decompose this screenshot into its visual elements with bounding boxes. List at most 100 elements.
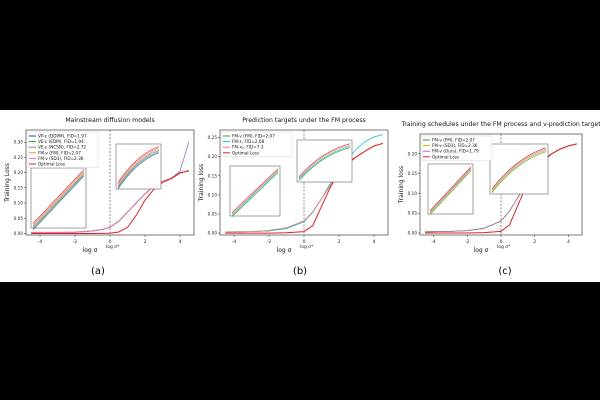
- legend-entry: VE-ε (NCSN), FID=2.72: [38, 145, 86, 150]
- x-tick-label: 2: [338, 239, 341, 245]
- zoom-inset-0: [229, 165, 281, 217]
- inset-curve-2: [429, 167, 472, 213]
- x-tick-label: 2: [533, 239, 536, 245]
- inset-curve-3: [231, 168, 279, 213]
- inset-curve-0: [298, 147, 351, 181]
- y-tick-label: 0.10: [14, 201, 24, 206]
- y-tick-label: 0.20: [14, 170, 24, 175]
- figure-canvas: Mainstream diffusion models -4 -2 0 2 4 0.00 0.…: [0, 110, 600, 282]
- x-tick-label: -4: [431, 239, 436, 245]
- inset-curve-3: [491, 147, 547, 189]
- zoom-inset-0: [30, 167, 87, 231]
- zoom-inset-1: [296, 139, 353, 183]
- inset-frame: [489, 143, 549, 195]
- inset-curve-5: [32, 169, 85, 224]
- legend-entry: Optimal Loss: [432, 154, 459, 159]
- y-tick-label: 0.05: [408, 211, 418, 216]
- chart-panel-1: Prediction targets under the FM process -…: [198, 117, 389, 277]
- y-axis-label: Training loss: [198, 164, 205, 202]
- y-tick-label: 0.15: [408, 171, 418, 176]
- legend-entry: FM-v (FM), FID=2.07: [38, 150, 81, 155]
- zoom-inset-1: [489, 143, 549, 195]
- legend-entry: VE-ε (EDM), FID=1.94: [38, 139, 84, 144]
- legend-entry: FM-v (SD3), FID=2.36: [432, 143, 478, 148]
- chart-title: Prediction targets under the FM process: [242, 117, 366, 124]
- inset-curve-1: [298, 146, 351, 180]
- zoom-inset-1: [115, 143, 162, 190]
- inset-curve-2: [298, 144, 351, 179]
- legend-entry: Optimal Loss: [232, 150, 259, 155]
- x-tick-label: 4: [567, 239, 570, 245]
- inset-curve-0: [429, 170, 472, 215]
- y-tick-label: 0.05: [14, 216, 24, 221]
- legend-box: [221, 131, 293, 157]
- x-tick-label: -2: [267, 239, 272, 245]
- y-axis-label: Training Loss: [4, 163, 11, 203]
- legend-entry: FM-x₀, FID=7.3: [232, 145, 264, 150]
- x-tick-label: -2: [465, 239, 470, 245]
- inset-curve-1: [32, 174, 85, 229]
- y-tick-label: 0.20: [208, 154, 218, 159]
- chart-panel-0: Mainstream diffusion models -4 -2 0 2 4 0.00 0.…: [4, 117, 195, 277]
- y-tick-label: 0.15: [208, 173, 218, 178]
- inset-curve-4: [117, 147, 160, 184]
- y-tick-label: 0.05: [208, 212, 218, 217]
- inset-curve-3: [32, 171, 85, 227]
- legend-entry: FM-ε, FID=2.08: [232, 139, 264, 144]
- inset-curve-1: [491, 150, 547, 192]
- inset-curve-2: [231, 169, 279, 215]
- series-line-3: [225, 142, 383, 234]
- marker-label: log σ*: [106, 244, 120, 250]
- legend-entry: FM-v (FM), FID=2.07: [232, 134, 275, 139]
- inset-curve-2: [491, 148, 547, 191]
- x-axis-label: log σ: [83, 247, 98, 254]
- legend-entry: FM-v (Ours), FID=1.79: [432, 149, 479, 154]
- marker-label: log σ*: [497, 244, 511, 250]
- inset-curve-1: [231, 171, 279, 216]
- y-tick-label: 0.30: [14, 140, 24, 145]
- inset-curve-4: [32, 170, 85, 225]
- x-tick-label: 0: [500, 239, 503, 245]
- chart-title: Training schedules under the FM process …: [400, 121, 600, 128]
- y-tick-label: 0.25: [14, 155, 24, 160]
- series-line-5: [31, 170, 189, 234]
- inset-curve-1: [117, 151, 160, 188]
- inset-curve-0: [32, 175, 85, 231]
- inset-curve-2: [117, 150, 160, 187]
- zoom-inset-0: [427, 163, 474, 215]
- y-tick-label: 0.00: [408, 231, 418, 236]
- inset-curve-1: [429, 169, 472, 214]
- x-tick-label: -4: [232, 239, 237, 245]
- y-tick-label: 0.15: [14, 185, 24, 190]
- panel-label: (a): [91, 266, 105, 277]
- panel-label: (b): [293, 266, 307, 277]
- x-tick-label: 0: [303, 239, 306, 245]
- inset-curve-2: [32, 173, 85, 228]
- inset-curve-3: [429, 166, 472, 211]
- figure-svg: Mainstream diffusion models -4 -2 0 2 4 0.00 0.…: [4, 117, 600, 277]
- inset-curve-0: [491, 151, 547, 193]
- inset-curve-5: [117, 146, 160, 183]
- inset-curve-3: [117, 148, 160, 186]
- legend-box: [421, 135, 493, 161]
- y-tick-label: 0.10: [408, 191, 418, 196]
- marker-label: log σ*: [300, 244, 314, 250]
- x-tick-label: -4: [38, 239, 43, 245]
- inset-frame: [296, 139, 353, 183]
- x-tick-label: 0: [109, 239, 112, 245]
- x-tick-label: 2: [144, 239, 147, 245]
- y-axis-label: Training loss: [398, 166, 405, 204]
- chart-title: Mainstream diffusion models: [65, 117, 154, 124]
- legend-entry: Optimal Loss: [38, 162, 65, 167]
- inset-curve-0: [117, 152, 160, 190]
- y-tick-label: 0.00: [14, 231, 24, 236]
- x-axis-label: log σ: [277, 247, 292, 254]
- x-tick-label: 4: [373, 239, 376, 245]
- y-tick-label: 0.10: [208, 192, 218, 197]
- legend-entry: VP-ε (DDPM), FID=1.97: [38, 134, 87, 139]
- y-tick-label: 0.25: [208, 135, 218, 140]
- legend-entry: FM-v (FM), FID=2.07: [432, 138, 475, 143]
